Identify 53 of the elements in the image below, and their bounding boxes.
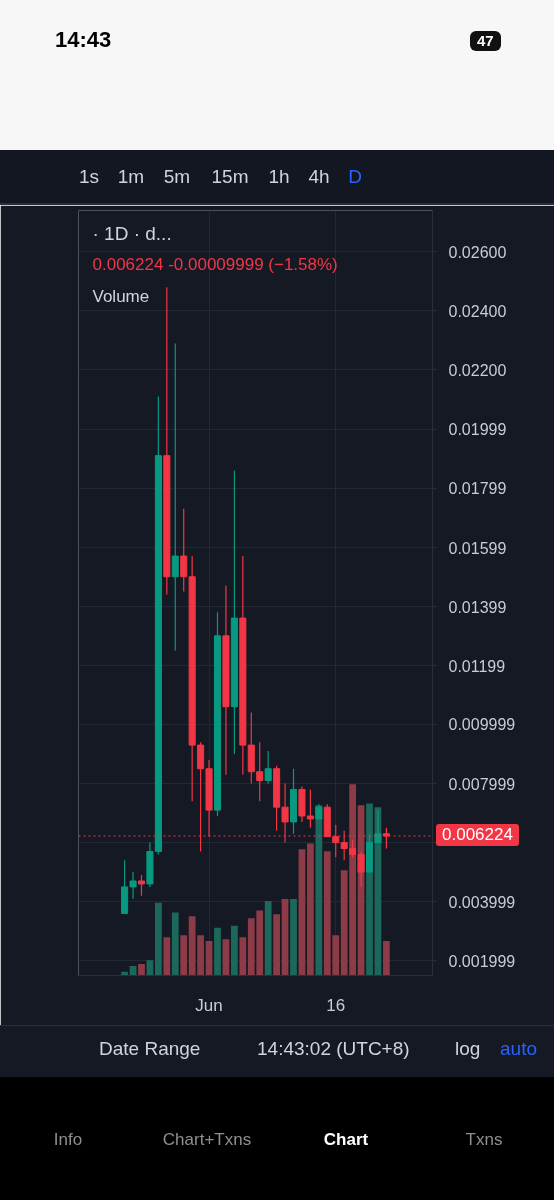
- y-tick-label: 0.001999: [448, 952, 516, 970]
- bar: [231, 925, 238, 976]
- bar: [290, 899, 297, 976]
- bar: [383, 941, 390, 976]
- candlestick: [180, 508, 188, 593]
- candlestick: [264, 750, 272, 785]
- bar: [239, 937, 247, 976]
- bar: [163, 937, 171, 976]
- annotation: 0.006224 -0.00009999 (−1.58%): [92, 254, 338, 274]
- y-tick-label: 0.01999: [448, 421, 507, 439]
- y-tick-label: 0.01199: [448, 657, 506, 675]
- text: 1h: [268, 166, 290, 189]
- y-tick-label: 0.01799: [448, 480, 507, 498]
- text: auto: [500, 1038, 537, 1061]
- text: Info: [53, 1130, 83, 1151]
- ref-line-label: 0.006224: [436, 823, 519, 846]
- y-tick-label: 0.02600: [448, 243, 507, 261]
- y-tick-label: 0.003999: [448, 893, 516, 911]
- y-tick-label: 0.02400: [448, 302, 507, 320]
- y-tick-label: 0.007999: [448, 775, 516, 793]
- text: log: [455, 1038, 481, 1061]
- bar: [214, 927, 221, 976]
- candlestick: [171, 342, 179, 652]
- text: 1m: [117, 166, 145, 189]
- text: 5m: [163, 166, 191, 189]
- text: Chart: [323, 1130, 369, 1151]
- x-tick-label: 16: [326, 995, 346, 1015]
- text: 4h: [308, 166, 330, 189]
- bar: [273, 914, 280, 976]
- text: 47: [470, 31, 501, 51]
- bar: [171, 912, 179, 976]
- y-tick-label: 0.01599: [448, 539, 507, 557]
- annotation: · 1D · d...: [92, 222, 172, 244]
- text: 14:43: [55, 27, 112, 54]
- text: Txns: [465, 1130, 503, 1151]
- bar: [180, 935, 188, 976]
- candlestick: [137, 874, 146, 897]
- text: 1s: [78, 166, 100, 189]
- text: Date Range: [99, 1038, 201, 1061]
- bar: [155, 902, 162, 976]
- bar: [315, 805, 323, 976]
- annotation: Volume: [92, 286, 150, 306]
- text: 15m: [211, 166, 249, 189]
- bar: [138, 964, 145, 976]
- bar: [307, 843, 314, 976]
- y-tick-label: 0.01399: [448, 598, 507, 616]
- x-tick-label: Jun: [195, 995, 223, 1015]
- y-tick-label: 0.02200: [448, 362, 507, 379]
- text: D: [348, 166, 362, 189]
- text: Chart+Txns: [162, 1130, 252, 1151]
- y-tick-label: 0.009999: [448, 716, 516, 734]
- bar: [264, 900, 272, 976]
- text: 14:43:02 (UTC+8): [257, 1038, 410, 1061]
